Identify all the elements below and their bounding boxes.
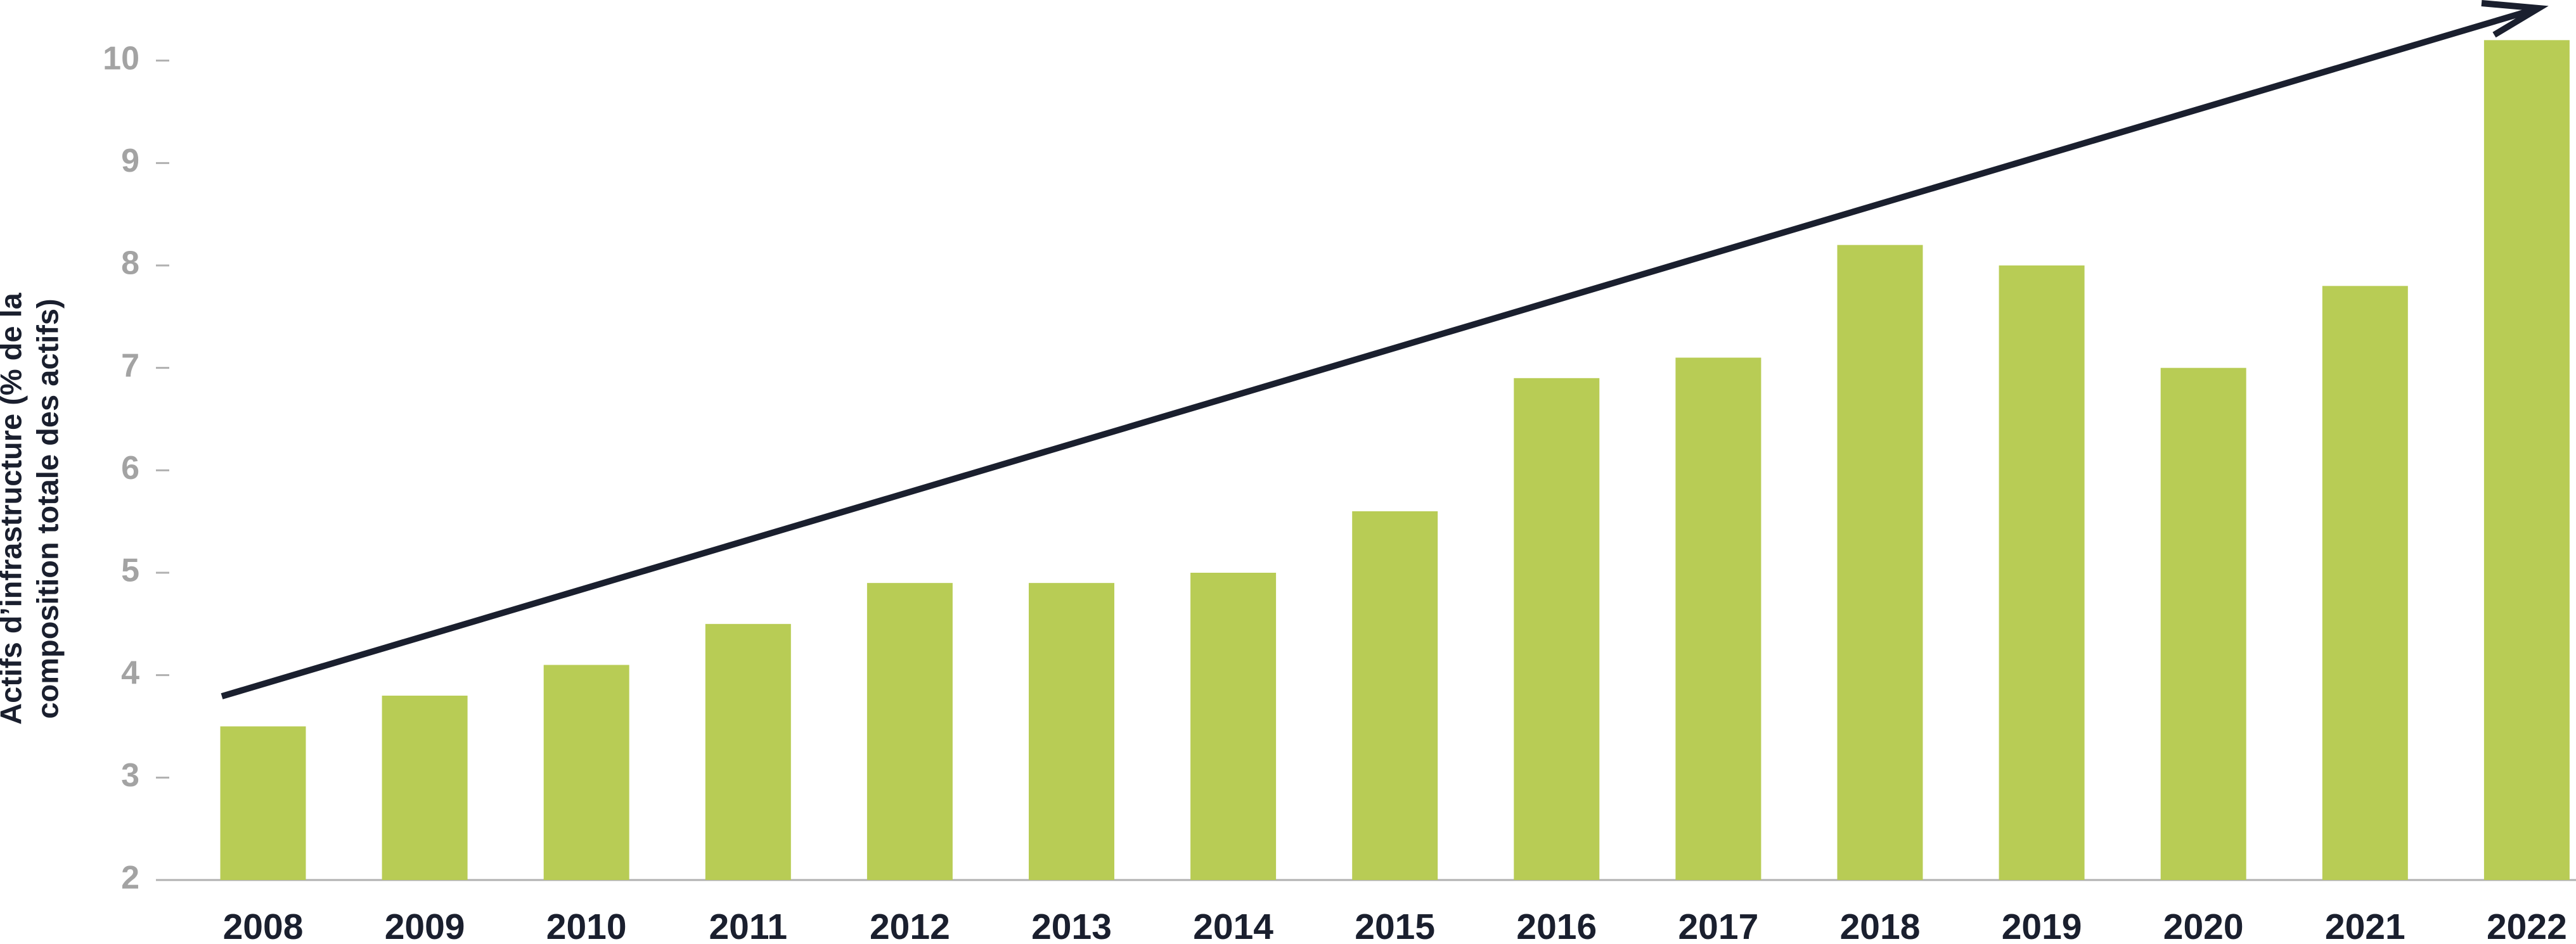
bar <box>2160 367 2246 880</box>
y-axis-title-line: Actifs d’infrastructure (% de la <box>0 292 27 724</box>
x-tick-label: 2010 <box>546 907 627 944</box>
y-tick-label: 2 <box>121 860 139 896</box>
x-tick-label: 2013 <box>1031 907 1112 944</box>
bar <box>382 696 468 880</box>
y-tick-label: 9 <box>121 143 139 179</box>
bar <box>1514 378 1600 880</box>
x-tick-label: 2018 <box>1840 907 1921 944</box>
x-tick-label: 2011 <box>709 907 787 944</box>
bar <box>866 583 953 880</box>
bar <box>1352 511 1438 880</box>
y-axis-title: Actifs d’infrastructure (% de la composi… <box>0 292 64 724</box>
x-tick-label: 2019 <box>2002 907 2082 944</box>
bar <box>1999 265 2085 880</box>
x-tick-label: 2016 <box>1516 907 1597 944</box>
bar <box>220 726 306 880</box>
bar <box>1837 245 1923 881</box>
bar <box>543 665 629 880</box>
y-tick-label: 10 <box>103 40 139 77</box>
x-tick-label: 2015 <box>1355 907 1435 944</box>
y-tick-label: 8 <box>121 245 139 282</box>
x-tick-label: 2022 <box>2487 907 2567 944</box>
bar <box>2322 286 2408 880</box>
y-axis-title-line: composition totale des actifs) <box>30 298 64 718</box>
bar <box>2483 40 2570 880</box>
y-tick-label: 7 <box>121 347 139 384</box>
trend-arrow <box>221 5 2540 699</box>
bar <box>705 623 791 880</box>
x-tick-label: 2021 <box>2325 907 2405 944</box>
y-tick-label: 3 <box>121 757 139 794</box>
trend-arrow-head <box>2481 0 2549 38</box>
x-tick-label: 2014 <box>1193 907 1273 944</box>
x-tick-label: 2012 <box>870 907 950 944</box>
bar <box>1029 583 1114 880</box>
y-tick-label: 6 <box>121 450 139 487</box>
y-tick-label: 4 <box>121 654 139 691</box>
x-tick-label: 2017 <box>1678 907 1758 944</box>
bar <box>1675 357 1761 880</box>
bar <box>1190 573 1277 880</box>
x-tick-label: 2008 <box>223 907 304 944</box>
y-tick-label: 5 <box>121 552 139 589</box>
x-tick-label: 2020 <box>2163 907 2244 944</box>
x-tick-label: 2009 <box>385 907 465 944</box>
